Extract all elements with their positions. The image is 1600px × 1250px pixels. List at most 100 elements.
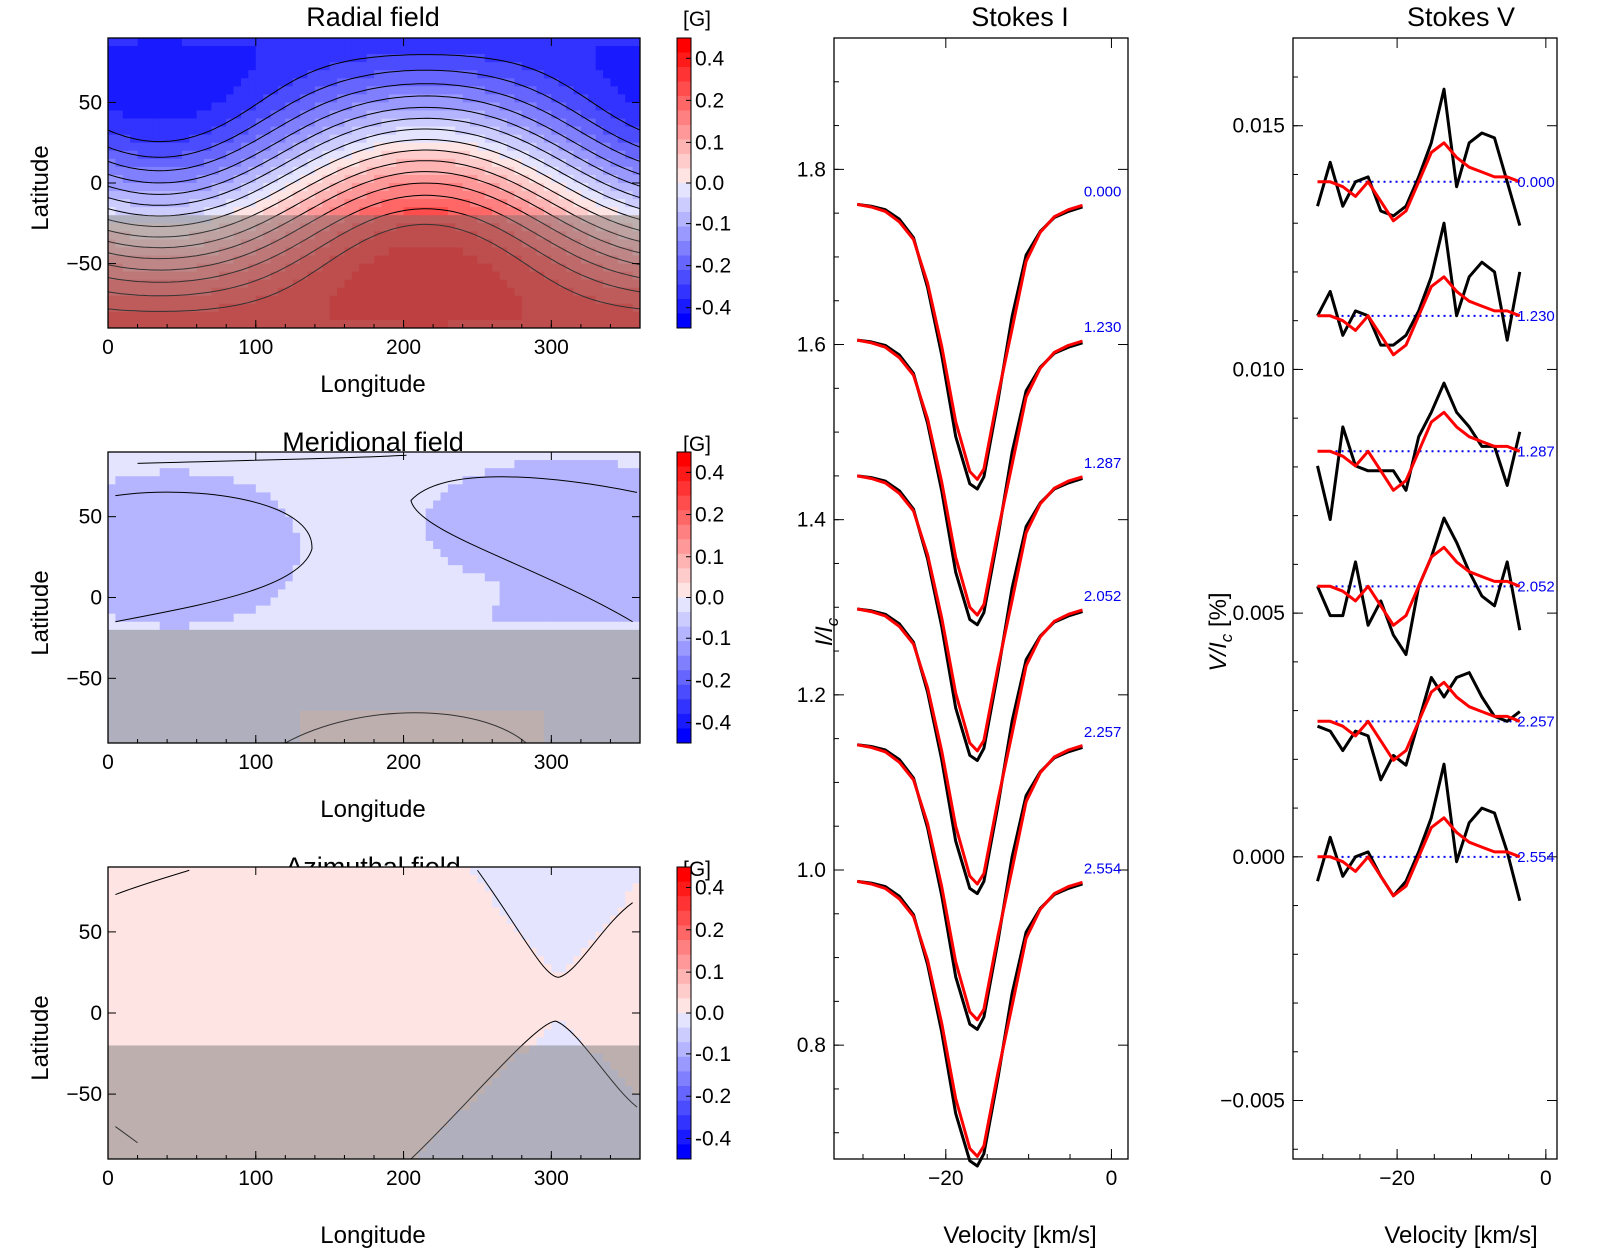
map-cell <box>263 500 272 510</box>
map-cell <box>181 110 190 120</box>
map-cell <box>410 468 419 477</box>
map-cell <box>573 573 582 582</box>
map-cell <box>344 191 353 200</box>
map-cell <box>477 174 486 184</box>
map-cell <box>189 295 198 305</box>
map-cell <box>122 605 131 615</box>
map-cell <box>359 492 368 502</box>
map-cell <box>359 255 368 265</box>
map-cell <box>255 516 264 526</box>
map-cell <box>610 142 619 152</box>
map-cell <box>270 646 279 655</box>
map-cell <box>381 670 390 679</box>
map-cell <box>418 557 427 566</box>
map-cell <box>292 158 301 168</box>
map-cell <box>196 199 205 208</box>
map-cell <box>159 62 168 71</box>
map-cell <box>455 239 464 249</box>
map-cell <box>410 484 419 494</box>
map-cell <box>617 86 626 95</box>
map-cell <box>263 247 272 257</box>
map-cell <box>396 532 405 542</box>
map-cell <box>514 207 523 216</box>
map-cell <box>174 694 183 704</box>
map-cell <box>558 524 567 534</box>
map-cell <box>204 199 213 208</box>
map-cell <box>403 46 412 55</box>
map-cell <box>440 686 449 696</box>
map-cell <box>447 694 456 704</box>
map-cell <box>307 532 316 542</box>
map-cell <box>551 565 560 574</box>
map-cell <box>425 319 434 328</box>
map-cell <box>617 118 626 128</box>
map-cell <box>588 215 597 224</box>
map-cell <box>381 166 390 176</box>
map-cell <box>248 215 257 224</box>
map-cell <box>351 524 360 534</box>
map-cell <box>617 263 626 273</box>
map-cell <box>433 565 442 574</box>
map-cell <box>226 150 235 160</box>
map-cell <box>329 654 338 663</box>
map-cell <box>403 118 412 128</box>
map-cell <box>521 597 530 607</box>
map-cell <box>285 540 294 550</box>
map-cell <box>425 492 434 502</box>
map-cell <box>514 500 523 510</box>
map-cell <box>484 271 493 281</box>
map-cell <box>181 613 190 623</box>
map-cell <box>174 468 183 477</box>
map-cell <box>122 540 131 550</box>
map-cell <box>181 492 190 502</box>
map-cell <box>507 565 515 574</box>
map-cell <box>573 94 582 104</box>
colorbar-tick-label: -0.1 <box>695 213 731 236</box>
map-cell <box>580 158 589 168</box>
map-cell <box>625 38 634 47</box>
map-cell <box>374 207 382 216</box>
map-cell <box>558 279 567 289</box>
map-cell <box>329 134 338 144</box>
map-cell <box>484 678 493 688</box>
map-cell <box>329 46 338 55</box>
map-cell <box>144 215 153 224</box>
map-cell <box>366 678 375 688</box>
map-cell <box>329 142 338 152</box>
map-cell <box>470 460 479 469</box>
map-cell <box>300 629 309 639</box>
map-cell <box>396 452 405 461</box>
map-cell <box>410 540 419 550</box>
map-cell <box>410 476 419 485</box>
map-cell <box>322 166 331 176</box>
map-cell <box>573 158 582 168</box>
map-cell <box>108 118 116 128</box>
map-cell <box>580 46 589 55</box>
map-cell <box>277 110 286 120</box>
map-cell <box>255 142 264 152</box>
map-cell <box>108 174 116 184</box>
map-cell <box>211 279 220 289</box>
map-cell <box>144 231 153 240</box>
map-cell <box>174 70 183 79</box>
map-cell <box>610 597 619 607</box>
map-cell <box>374 78 382 87</box>
map-cell <box>263 605 272 615</box>
map-cell <box>462 102 471 112</box>
map-cell <box>226 589 235 599</box>
map-cell <box>514 613 523 623</box>
map-cell <box>307 621 316 631</box>
map-cell <box>588 311 597 321</box>
map-cell <box>366 54 375 63</box>
map-cell <box>241 70 249 79</box>
map-cell <box>603 319 612 328</box>
map-cell <box>462 126 471 136</box>
map-cell <box>218 613 227 623</box>
map-cell <box>499 662 508 671</box>
contour-line <box>108 223 640 312</box>
map-cell <box>410 549 419 558</box>
map-cell <box>159 295 168 305</box>
map-cell <box>462 581 471 591</box>
map-cell <box>455 231 464 240</box>
map-cell <box>514 191 523 200</box>
